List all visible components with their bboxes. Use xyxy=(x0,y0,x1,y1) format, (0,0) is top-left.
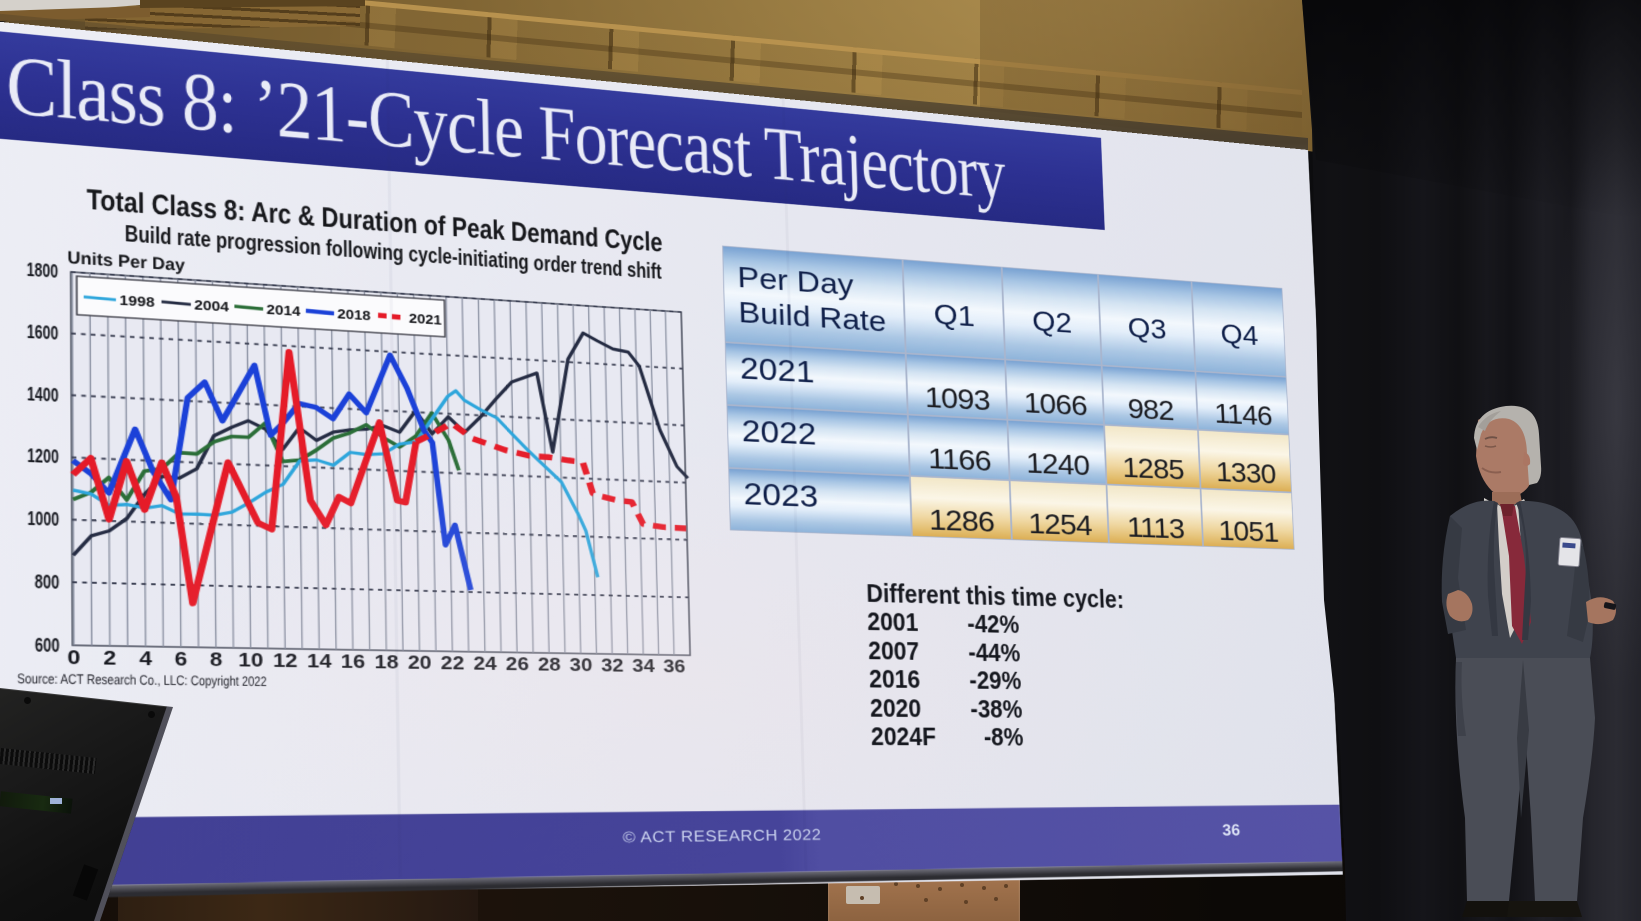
svg-text:0: 0 xyxy=(67,646,80,669)
svg-text:10: 10 xyxy=(238,648,263,671)
svg-text:2018: 2018 xyxy=(337,306,371,324)
svg-text:36: 36 xyxy=(663,655,686,676)
svg-text:8: 8 xyxy=(210,648,223,671)
svg-text:26: 26 xyxy=(506,653,530,675)
svg-text:1600: 1600 xyxy=(27,320,59,344)
svg-text:22: 22 xyxy=(441,652,465,674)
svg-text:16: 16 xyxy=(341,650,366,672)
svg-text:28: 28 xyxy=(538,653,561,675)
svg-text:800: 800 xyxy=(35,570,60,593)
svg-text:32: 32 xyxy=(601,654,624,676)
svg-text:2021: 2021 xyxy=(409,311,442,328)
svg-text:34: 34 xyxy=(632,655,655,676)
svg-text:1400: 1400 xyxy=(27,382,59,406)
svg-text:1800: 1800 xyxy=(27,258,59,282)
svg-text:1998: 1998 xyxy=(119,292,154,310)
svg-text:14: 14 xyxy=(307,650,332,673)
svg-text:24: 24 xyxy=(473,652,497,674)
svg-text:20: 20 xyxy=(408,651,432,673)
svg-text:2: 2 xyxy=(103,646,116,669)
svg-text:2004: 2004 xyxy=(194,297,229,315)
svg-text:6: 6 xyxy=(175,647,188,670)
svg-text:1200: 1200 xyxy=(27,444,59,468)
svg-text:600: 600 xyxy=(35,633,60,656)
svg-text:18: 18 xyxy=(374,651,398,673)
svg-text:1000: 1000 xyxy=(27,507,59,531)
svg-text:2014: 2014 xyxy=(266,302,300,320)
svg-text:12: 12 xyxy=(273,649,298,672)
svg-text:30: 30 xyxy=(569,654,592,676)
svg-text:4: 4 xyxy=(139,647,152,670)
